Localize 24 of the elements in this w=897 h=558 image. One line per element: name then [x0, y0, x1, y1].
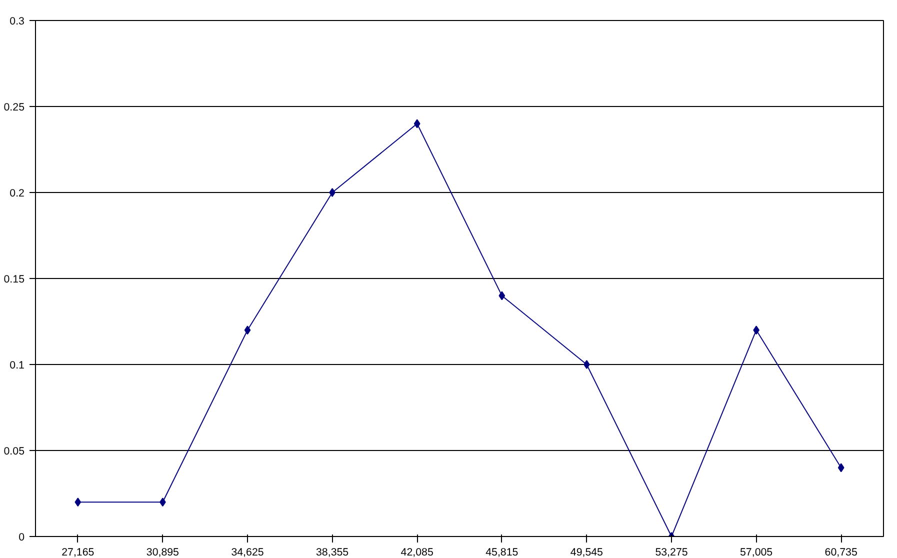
x-tick-label: 38,355 — [316, 546, 349, 558]
x-tick-label: 42,085 — [400, 546, 434, 558]
point — [584, 360, 590, 369]
y-tick-label: 0 — [18, 532, 25, 544]
y-tick-label: 0.05 — [4, 446, 25, 458]
x-tick-label: 45,815 — [486, 546, 518, 558]
y-tick-label: 0.2 — [10, 188, 25, 200]
point — [498, 291, 506, 300]
x-tick-label: 34,625 — [231, 546, 264, 558]
x-tick-label: 60,735 — [824, 546, 858, 558]
point — [74, 498, 82, 507]
y-tick-label: 0.15 — [4, 274, 25, 286]
point — [244, 326, 251, 335]
point — [329, 188, 336, 197]
x-tick-label: 49,545 — [570, 546, 604, 558]
x-tick-label: 27,165 — [62, 546, 94, 558]
point — [838, 463, 844, 472]
y-tick-label: 0.3 — [10, 16, 25, 28]
y-tick-label: 0.25 — [4, 102, 25, 114]
point — [414, 119, 420, 128]
x-tick-label: 53,275 — [655, 546, 688, 558]
x-tick-label: 57,005 — [740, 546, 773, 558]
x-tick-label: 30,895 — [146, 546, 180, 558]
y-tick-label: 0.1 — [10, 360, 25, 372]
